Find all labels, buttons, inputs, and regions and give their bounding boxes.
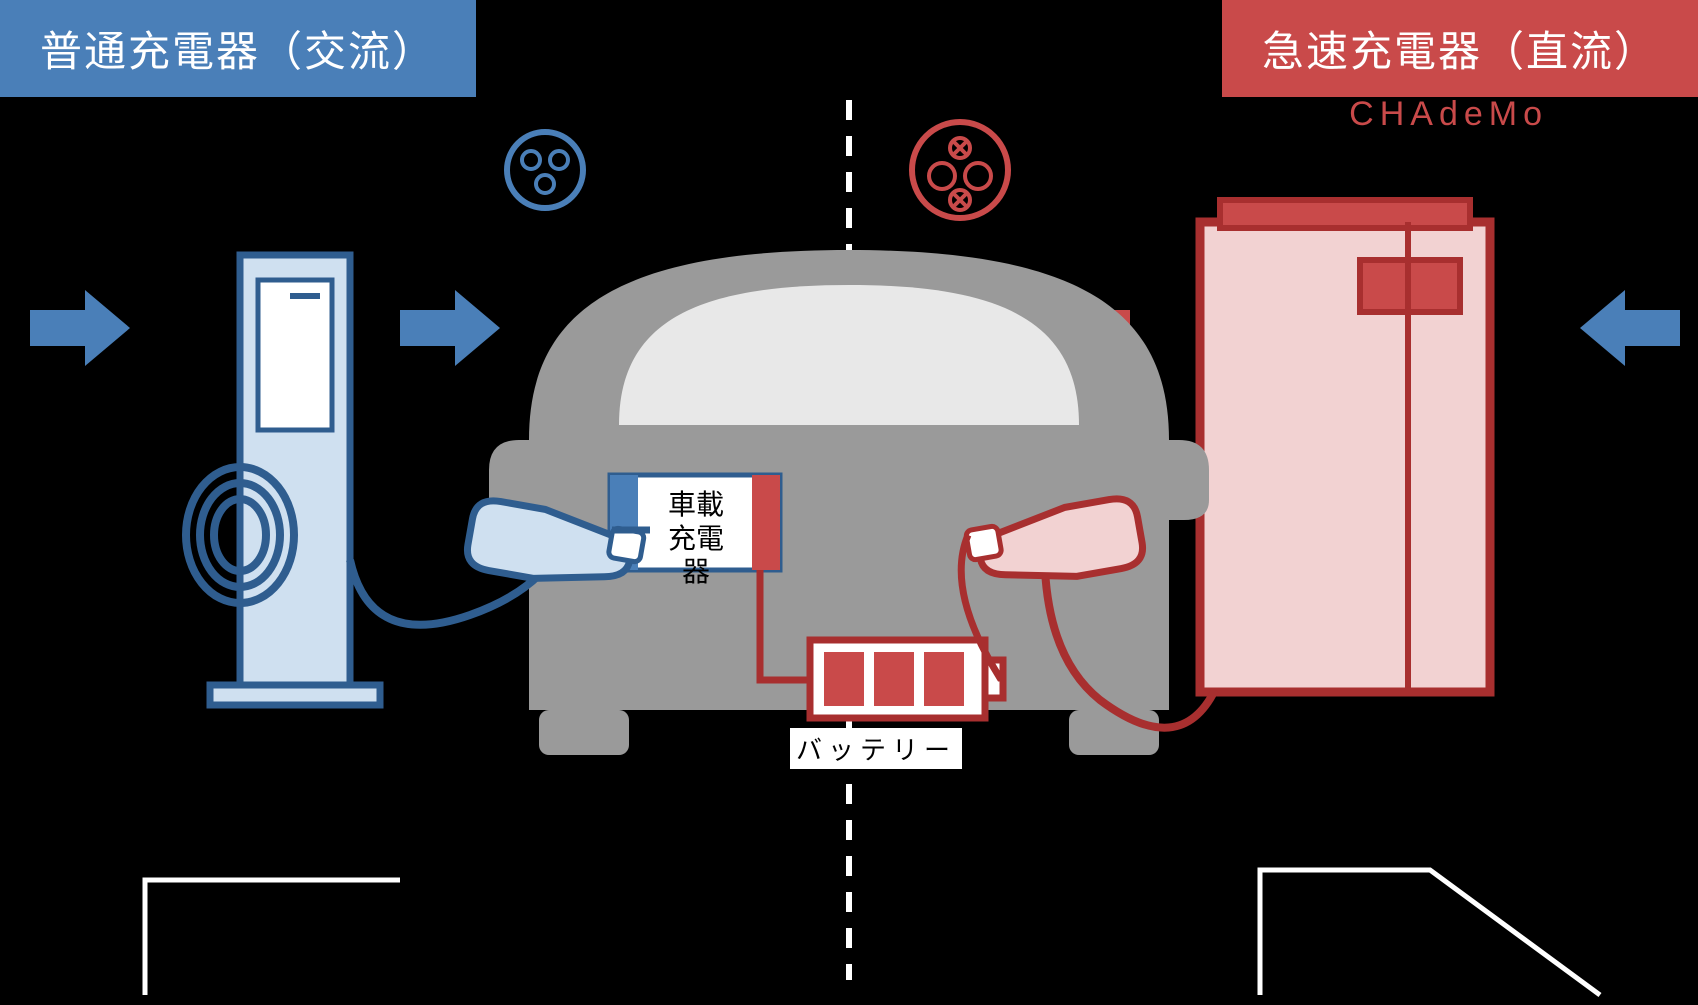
- graph-ac-charging-icon: [145, 880, 400, 995]
- battery-icon: [810, 640, 1003, 718]
- battery-label: バッテリー: [790, 728, 962, 769]
- arrow-blue-right: [1580, 290, 1680, 366]
- ac-charger-station-icon: [186, 255, 380, 705]
- graph-dc-charging-icon: [1260, 870, 1600, 995]
- dc-charger-station-icon: [1200, 200, 1490, 692]
- arrow-blue-mid: [400, 290, 500, 366]
- onboard-charger-label: 車載 充電器: [648, 482, 744, 595]
- arrow-blue-left: [30, 290, 130, 366]
- ac-connector-icon: [507, 132, 583, 208]
- dc-connector-icon: [912, 122, 1008, 218]
- diagram-canvas: [0, 0, 1698, 1005]
